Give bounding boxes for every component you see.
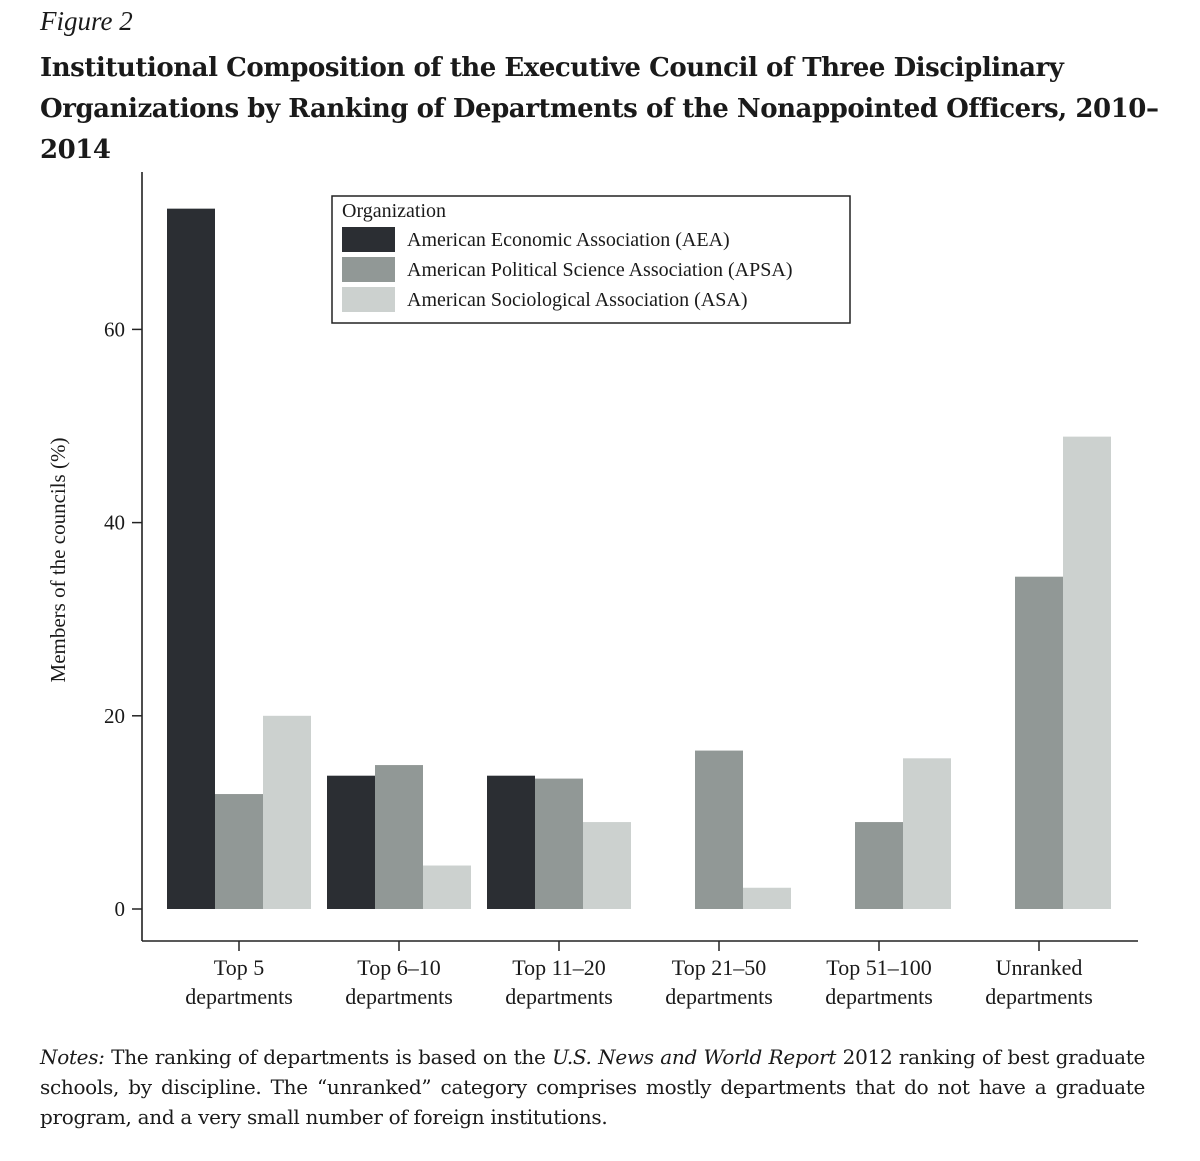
x-tick-label: departments	[825, 984, 933, 1009]
x-tick-label: Unranked	[996, 955, 1083, 980]
legend-box	[331, 195, 851, 324]
bar	[583, 822, 631, 909]
legend-swatch	[342, 287, 395, 312]
notes-text-1: The ranking of departments is based on t…	[104, 1045, 553, 1069]
bar	[1015, 576, 1063, 909]
y-tick-label: 60	[104, 317, 125, 341]
bar	[535, 778, 583, 909]
figure-title: Institutional Composition of the Executi…	[40, 53, 1159, 165]
legend-label: American Political Science Association (…	[407, 259, 792, 281]
x-tick-label: departments	[185, 984, 293, 1009]
y-tick-label: 0	[115, 897, 126, 921]
bar	[167, 208, 215, 909]
notes-source: U.S. News and World Report	[552, 1045, 837, 1069]
bar	[487, 775, 535, 909]
figure-notes: Notes: The ranking of departments is bas…	[40, 1042, 1145, 1132]
y-tick-label: 20	[104, 704, 125, 728]
legend-label: American Sociological Association (ASA)	[407, 289, 748, 311]
legend-swatch	[342, 257, 395, 282]
x-tick-label: Top 21–50	[672, 955, 766, 980]
bar	[903, 758, 951, 909]
legend-swatch	[342, 227, 395, 252]
x-tick-label: departments	[985, 984, 1093, 1009]
bar	[855, 822, 903, 909]
bar	[695, 750, 743, 909]
bar	[263, 715, 311, 909]
bar	[743, 887, 791, 909]
bar	[1063, 436, 1111, 909]
y-tick-label: 40	[104, 511, 125, 535]
bar	[215, 794, 263, 909]
x-tick-label: Top 11–20	[512, 955, 606, 980]
bar	[375, 765, 423, 909]
x-tick-label: Top 5	[214, 955, 264, 980]
bar	[327, 775, 375, 909]
x-tick-label: Top 6–10	[357, 955, 440, 980]
legend-label: American Economic Association (AEA)	[407, 229, 730, 251]
x-tick-label: Top 51–100	[826, 955, 931, 980]
x-tick-label: departments	[505, 984, 613, 1009]
bar	[423, 865, 471, 909]
notes-lead: Notes:	[40, 1045, 105, 1069]
legend-title: Organization	[342, 200, 446, 222]
y-axis-label: Members of the councils (%)	[46, 438, 70, 683]
notes-text-2: 2012 ranking of best graduate schools, b…	[40, 1045, 1145, 1129]
x-tick-label: departments	[665, 984, 773, 1009]
figure-label: Figure 2	[40, 6, 133, 36]
x-tick-label: departments	[345, 984, 453, 1009]
